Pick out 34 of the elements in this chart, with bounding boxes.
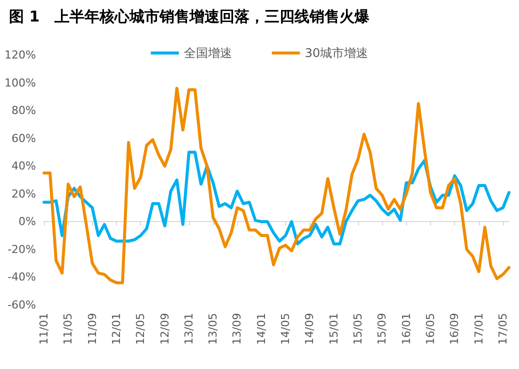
x-tick-label: 12/01 [110,313,123,345]
x-tick-label: 13/05 [206,313,220,345]
x-tick-label: 15/09 [376,313,389,345]
x-tick-label: 14/05 [279,313,292,345]
x-tick-label: 14/09 [303,313,316,345]
legend-label: 30城市增速 [304,46,368,60]
x-tick-label: 17/05 [496,313,510,345]
x-tick-label: 15/01 [327,313,340,345]
y-tick-label: -20% [8,242,36,256]
y-tick-label: 80% [12,104,36,118]
x-tick-label: 17/01 [472,313,486,345]
x-tick-label: 13/01 [182,313,196,345]
y-tick-label: 40% [12,160,36,173]
line-series [42,86,510,284]
y-tick-label: -40% [8,270,36,284]
y-tick-label: 60% [12,132,36,145]
x-tick-label: 11/01 [38,313,50,345]
y-tick-label: -60% [8,298,36,312]
x-tick-label: 12/09 [158,313,172,345]
legend-label: 全国增速 [184,46,232,60]
x-tick-label: 16/05 [424,313,437,345]
x-tick-label: 14/01 [254,313,268,345]
y-tick-label: 0% [18,215,36,228]
x-tick-label: 15/05 [352,313,365,345]
y-tick-label: 100% [4,76,36,90]
y-tick-label: 120% [4,48,36,62]
x-tick-label: 16/09 [448,313,462,345]
x-tick-label: 16/01 [400,313,413,345]
x-tick-label: 11/09 [86,313,99,345]
chart-title: 图 1 上半年核心城市销售增速回落，三四线销售火爆 [9,8,371,26]
x-tick-label: 12/05 [134,313,148,345]
y-tick-label: 20% [12,187,36,200]
x-tick-label: 13/09 [230,313,244,345]
x-tick-label: 11/05 [62,313,75,345]
